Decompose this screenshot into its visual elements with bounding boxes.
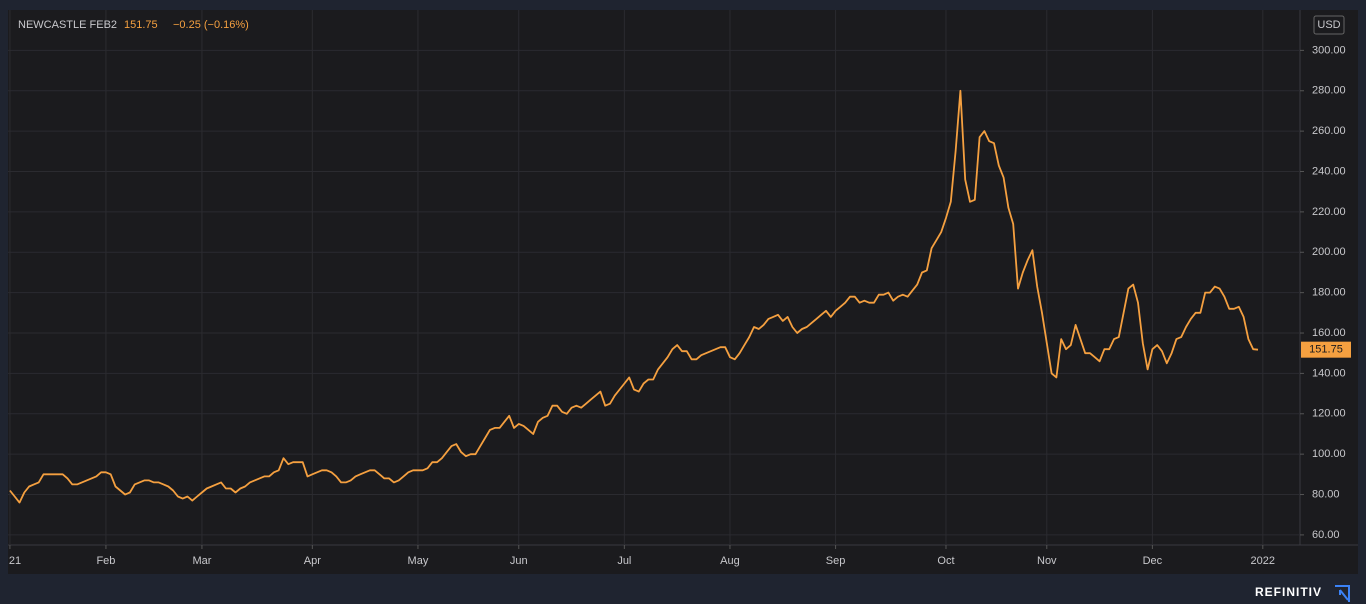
price-line [9, 89, 1259, 504]
x-tick-label: Oct [937, 555, 954, 567]
x-tick-label: 21 [9, 555, 21, 567]
y-tick-label: 100.00 [1312, 448, 1346, 460]
last-price: 151.75 [124, 19, 158, 31]
y-tick-label: 160.00 [1312, 327, 1346, 339]
brand-logo [1335, 585, 1350, 602]
x-tick-label: Nov [1037, 555, 1057, 567]
x-tick-label: Mar [192, 555, 211, 567]
y-tick-label: 200.00 [1312, 246, 1346, 258]
brand: REFINITIV [1255, 585, 1322, 599]
x-tick-label: Jun [510, 555, 528, 567]
y-tick-label: 260.00 [1312, 125, 1346, 137]
currency-box [1313, 15, 1345, 35]
currency: USD [1317, 19, 1340, 31]
y-tick-label: 180.00 [1312, 287, 1346, 299]
x-tick-label: Feb [96, 555, 115, 567]
x-tick-label: Dec [1143, 555, 1163, 567]
y-tick-label: 120.00 [1312, 408, 1346, 420]
y-tick-label: 280.00 [1312, 85, 1346, 97]
y-tick-label: 240.00 [1312, 165, 1346, 177]
grid [8, 10, 1300, 545]
plot-background [8, 10, 1358, 574]
x-tick-label: 2022 [1251, 555, 1275, 567]
x-tick-label: Sep [826, 555, 846, 567]
x-tick-label: Aug [720, 555, 740, 567]
price-change: −0.25 (−0.16%) [173, 19, 249, 31]
x-tick-label: May [408, 555, 429, 567]
y-tick-label: 220.00 [1312, 206, 1346, 218]
y-tick-label: 140.00 [1312, 367, 1346, 379]
x-tick-label: Apr [304, 555, 321, 567]
y-tick-label: 80.00 [1312, 488, 1340, 500]
instrument-name: NEWCASTLE FEB2 [18, 19, 117, 31]
last-price-tag [1301, 341, 1351, 358]
x-tick-label: Jul [617, 555, 631, 567]
last-price-tag-label: 151.75 [1309, 344, 1343, 356]
y-tick-label: 300.00 [1312, 44, 1346, 56]
y-tick-label: 60.00 [1312, 529, 1340, 541]
